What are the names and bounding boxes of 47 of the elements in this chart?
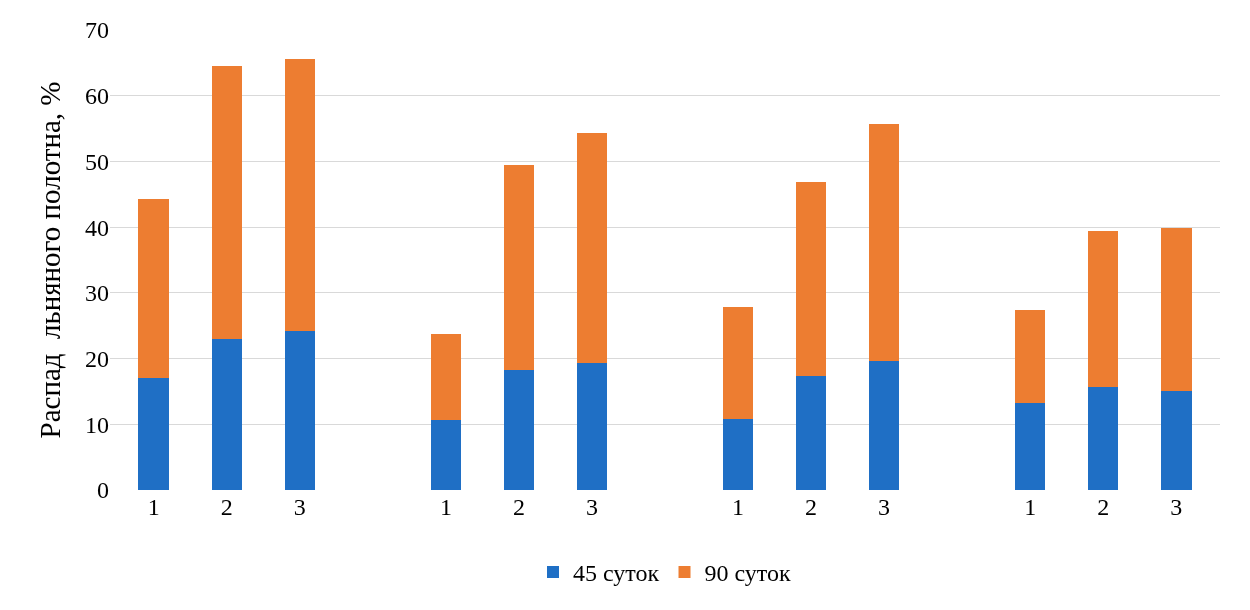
y-tick-label: 10 <box>85 411 109 438</box>
bar <box>576 363 608 490</box>
bar <box>138 198 170 379</box>
x-tick-label: 1 <box>732 494 745 520</box>
bar <box>868 361 900 490</box>
x-tick-label: 2 <box>220 494 233 520</box>
x-tick-label: 2 <box>1097 494 1110 520</box>
x-tick-label: 1 <box>147 494 160 520</box>
bar <box>868 123 900 362</box>
x-tick-label: 1 <box>1024 494 1037 520</box>
bar <box>1014 403 1046 490</box>
bar <box>795 376 827 490</box>
legend-label: 90 суток <box>704 560 792 587</box>
y-tick-label: 70 <box>85 17 109 44</box>
x-tick-label: 3 <box>878 494 891 520</box>
x-tick-label: 2 <box>512 494 525 520</box>
bar <box>576 133 608 364</box>
bar <box>503 164 535 371</box>
bar <box>1014 309 1046 404</box>
y-tick-label: 40 <box>85 214 109 241</box>
x-tick-label: 3 <box>585 494 598 520</box>
y-tick-label: 20 <box>85 345 109 372</box>
bar <box>1160 228 1192 391</box>
y-axis-title: Распад льняного полотна, % <box>34 81 67 439</box>
bar <box>284 330 316 490</box>
bar <box>503 370 535 490</box>
bar <box>430 333 462 421</box>
x-tick-label: 3 <box>293 494 306 520</box>
bar <box>722 307 754 420</box>
x-tick-label: 3 <box>1170 494 1183 520</box>
bar <box>722 419 754 490</box>
bar <box>211 338 243 490</box>
y-tick-label: 0 <box>97 477 109 504</box>
y-tick-label: 50 <box>85 148 109 175</box>
bar <box>284 58 316 331</box>
y-tick-label: 30 <box>85 280 109 307</box>
bar <box>1160 390 1192 490</box>
bar <box>1087 231 1119 387</box>
bar <box>795 181 827 377</box>
x-tick-label: 2 <box>805 494 818 520</box>
legend-label: 45 суток <box>573 560 660 587</box>
x-tick-label: 1 <box>439 494 452 520</box>
bar <box>430 420 462 490</box>
bar <box>1087 386 1119 490</box>
bar <box>138 378 170 490</box>
y-tick-label: 60 <box>85 83 109 110</box>
bar <box>211 66 243 339</box>
